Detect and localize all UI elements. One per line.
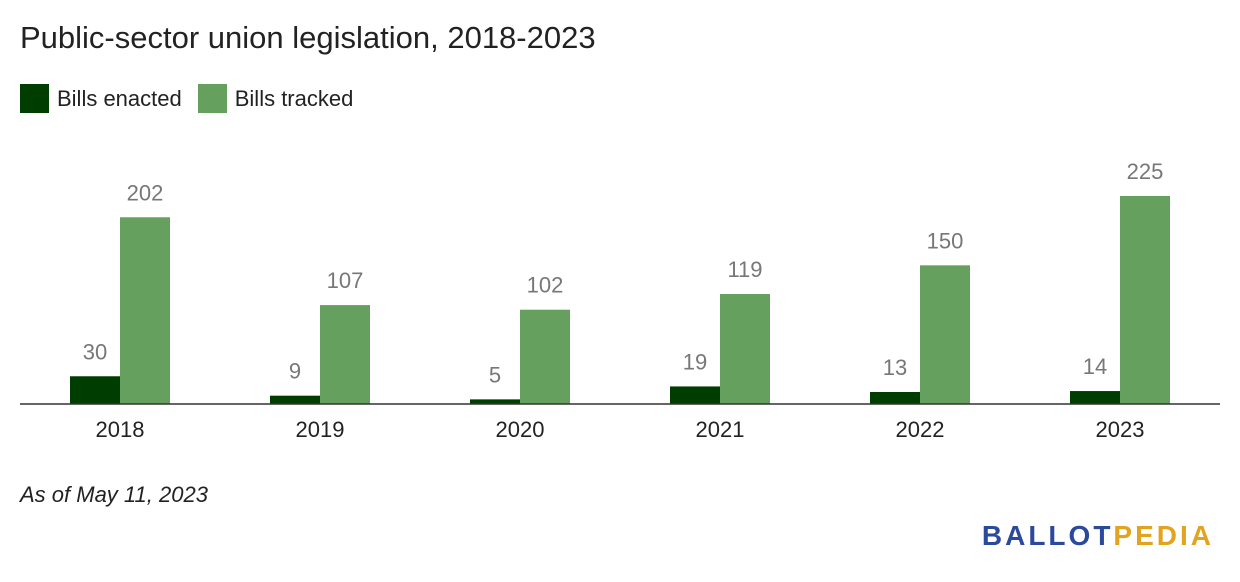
bar-tracked-2022 (920, 265, 970, 404)
data-label-enacted-2022: 13 (883, 355, 907, 380)
data-label-enacted-2019: 9 (289, 359, 301, 384)
bar-tracked-2023 (1120, 196, 1170, 404)
legend-label-enacted: Bills enacted (57, 85, 182, 111)
legend-item-enacted: Bills enacted (20, 84, 182, 113)
bar-enacted-2018 (70, 376, 120, 404)
data-label-tracked-2020: 102 (527, 273, 564, 298)
bar-tracked-2021 (720, 293, 770, 404)
data-label-enacted-2021: 19 (683, 349, 707, 374)
data-label-enacted-2023: 14 (1083, 354, 1107, 379)
x-tick-label-2021: 2021 (696, 417, 745, 442)
ballotpedia-logo: BALLOTPEDIA (982, 520, 1214, 552)
bar-enacted-2023 (1070, 391, 1120, 404)
bar-enacted-2019 (270, 395, 320, 404)
bar-enacted-2021 (670, 386, 720, 404)
x-tick-label-2018: 2018 (96, 417, 145, 442)
bar-enacted-2020 (470, 399, 520, 404)
legend-swatch-tracked (197, 84, 227, 113)
data-label-tracked-2019: 107 (327, 268, 364, 293)
data-label-tracked-2023: 225 (1127, 159, 1164, 184)
x-tick-label-2019: 2019 (296, 417, 345, 442)
legend-label-tracked: Bills tracked (234, 85, 354, 111)
x-tick-label-2023: 2023 (1096, 417, 1145, 442)
data-label-tracked-2021: 119 (727, 257, 762, 282)
logo-part-pedia: PEDIA (1113, 520, 1214, 551)
legend: Bills enacted Bills tracked (20, 84, 369, 113)
bar-tracked-2019 (320, 305, 370, 404)
data-label-tracked-2018: 202 (127, 180, 164, 205)
data-label-enacted-2020: 5 (489, 362, 501, 387)
chart-title: Public-sector union legislation, 2018-20… (20, 20, 596, 55)
bar-enacted-2022 (870, 391, 920, 404)
bar-tracked-2018 (120, 217, 170, 404)
x-tick-label-2020: 2020 (496, 417, 545, 442)
bar-tracked-2020 (520, 309, 570, 404)
legend-item-tracked: Bills tracked (197, 84, 354, 113)
x-tick-label-2022: 2022 (896, 417, 945, 442)
data-label-enacted-2018: 30 (83, 339, 107, 364)
logo-part-ballot: BALLOT (981, 520, 1114, 551)
data-label-tracked-2022: 150 (927, 228, 964, 253)
footnote: As of May 11, 2023 (20, 482, 208, 507)
legend-swatch-enacted (20, 84, 49, 113)
